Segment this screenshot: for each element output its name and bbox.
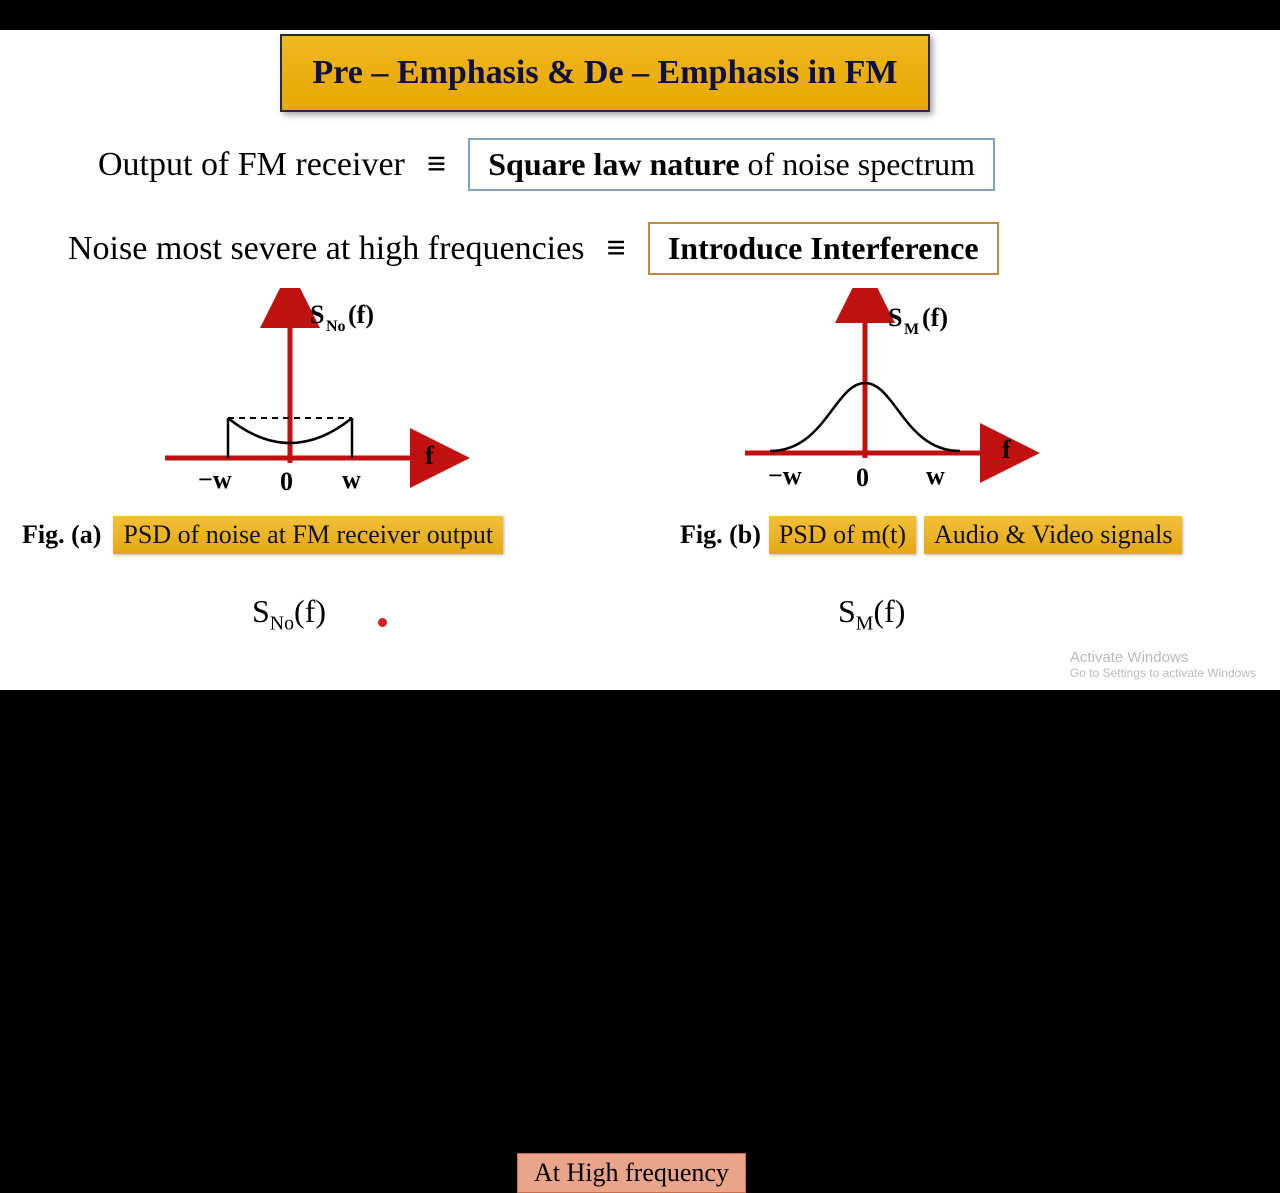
- svg-text:S: S: [310, 300, 324, 329]
- svg-text:M: M: [904, 321, 919, 338]
- fig-b-chip1: PSD of m(t): [769, 516, 916, 554]
- pink-chip: At High frequency: [517, 1153, 746, 1193]
- svg-text:(f): (f): [348, 300, 374, 329]
- line1-left: Output of FM receiver: [98, 146, 405, 184]
- bottom-row: SNo(f) At High frequency SM(f): [0, 593, 1280, 643]
- line2-box: Introduce Interference: [648, 222, 999, 275]
- fig-a-row: Fig. (a) PSD of noise at FM receiver out…: [22, 516, 503, 554]
- sm-bottom: SM(f): [838, 593, 905, 635]
- svg-text:0: 0: [280, 467, 293, 496]
- svg-text:w: w: [926, 461, 945, 490]
- fig-a-chip: PSD of noise at FM receiver output: [113, 516, 503, 554]
- svg-text:0: 0: [856, 463, 869, 492]
- line-output-receiver: Output of FM receiver ≡ Square law natur…: [98, 138, 995, 191]
- svg-text:S: S: [888, 303, 902, 332]
- fig-b-row: Fig. (b) PSD of m(t) Audio & Video signa…: [680, 516, 1182, 554]
- windows-watermark: Activate Windows Go to Settings to activ…: [1070, 649, 1256, 680]
- equiv-icon: ≡: [427, 146, 446, 184]
- svg-text:f: f: [1002, 435, 1011, 464]
- svg-text:(f): (f): [922, 303, 948, 332]
- chart-sno-svg: S No (f) f −w 0 w: [150, 288, 480, 518]
- fig-b-chip2: Audio & Video signals: [924, 516, 1182, 554]
- line-noise-severe: Noise most severe at high frequencies ≡ …: [68, 222, 999, 275]
- svg-text:f: f: [425, 441, 434, 470]
- fig-b-label: Fig. (b): [680, 520, 761, 550]
- slide: Pre – Emphasis & De – Emphasis in FM Out…: [0, 30, 1280, 690]
- line1-box-bold: Square law nature: [488, 146, 739, 182]
- chart-sno: S No (f) f −w 0 w: [150, 288, 480, 518]
- laser-pointer-icon: [378, 618, 387, 627]
- title-box: Pre – Emphasis & De – Emphasis in FM: [280, 34, 930, 112]
- equiv-icon: ≡: [606, 230, 625, 268]
- svg-text:−w: −w: [768, 461, 802, 490]
- line2-left: Noise most severe at high frequencies: [68, 230, 584, 268]
- sno-bottom: SNo(f): [252, 593, 326, 635]
- line1-box-rest: of noise spectrum: [740, 146, 976, 182]
- title-text: Pre – Emphasis & De – Emphasis in FM: [313, 54, 898, 92]
- chart-sm-svg: S M (f) f −w 0 w: [730, 288, 1040, 518]
- svg-text:No: No: [326, 318, 346, 335]
- fig-a-label: Fig. (a): [22, 520, 101, 550]
- svg-text:−w: −w: [198, 465, 232, 494]
- svg-text:w: w: [342, 465, 361, 494]
- watermark-line2: Go to Settings to activate Windows: [1070, 666, 1256, 680]
- chart-sm: S M (f) f −w 0 w: [730, 288, 1040, 518]
- line1-box: Square law nature of noise spectrum: [468, 138, 995, 191]
- watermark-line1: Activate Windows: [1070, 649, 1256, 666]
